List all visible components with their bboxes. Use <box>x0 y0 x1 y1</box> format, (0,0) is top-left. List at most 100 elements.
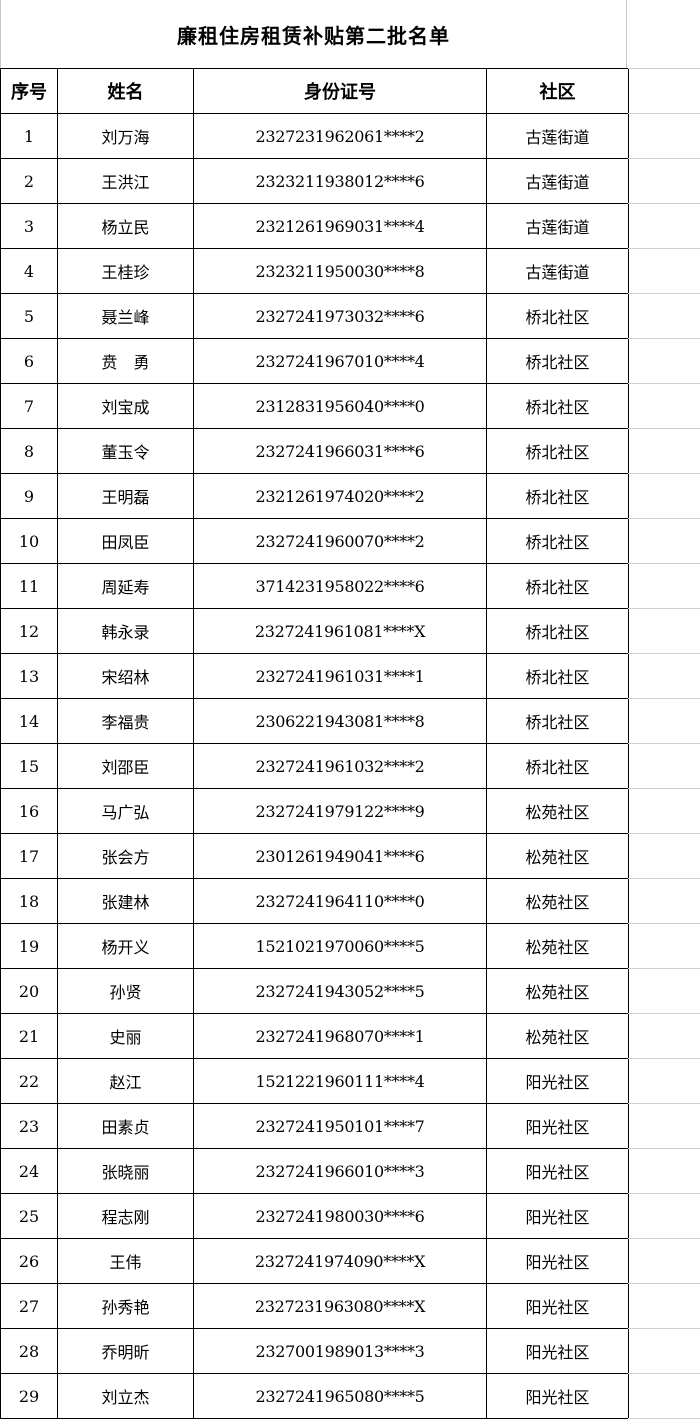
cell-id-number[interactable]: 1521221960111****4 <box>193 1058 487 1104</box>
cell-index[interactable]: 24 <box>0 1148 58 1194</box>
cell-id-number[interactable]: 2327241967010****4 <box>193 338 487 384</box>
cell-id-number[interactable]: 2327241965080****5 <box>193 1373 487 1419</box>
cell-name[interactable]: 史丽 <box>57 1013 194 1059</box>
cell-index[interactable]: 15 <box>0 743 58 789</box>
cell-name[interactable]: 王桂珍 <box>57 248 194 294</box>
cell-index[interactable]: 4 <box>0 248 58 294</box>
cell-id-number[interactable]: 2301261949041****6 <box>193 833 487 879</box>
cell-community[interactable]: 桥北社区 <box>486 428 629 474</box>
cell-name[interactable]: 张晓丽 <box>57 1148 194 1194</box>
cell-name[interactable]: 王明磊 <box>57 473 194 519</box>
cell-community[interactable]: 古莲街道 <box>486 158 629 204</box>
cell-community[interactable]: 桥北社区 <box>486 518 629 564</box>
cell-index[interactable]: 8 <box>0 428 58 474</box>
cell-index[interactable]: 20 <box>0 968 58 1014</box>
cell-id-number[interactable]: 2306221943081****8 <box>193 698 487 744</box>
cell-name[interactable]: 马广弘 <box>57 788 194 834</box>
cell-community[interactable]: 桥北社区 <box>486 698 629 744</box>
cell-community[interactable]: 松苑社区 <box>486 788 629 834</box>
cell-community[interactable]: 松苑社区 <box>486 833 629 879</box>
cell-name[interactable]: 贲 勇 <box>57 338 194 384</box>
cell-name[interactable]: 孙贤 <box>57 968 194 1014</box>
cell-community[interactable]: 松苑社区 <box>486 923 629 969</box>
cell-name[interactable]: 孙秀艳 <box>57 1283 194 1329</box>
cell-index[interactable]: 19 <box>0 923 58 969</box>
cell-id-number[interactable]: 2327241943052****5 <box>193 968 487 1014</box>
cell-community[interactable]: 古莲街道 <box>486 203 629 249</box>
cell-id-number[interactable]: 2321261969031****4 <box>193 203 487 249</box>
cell-index[interactable]: 22 <box>0 1058 58 1104</box>
cell-name[interactable]: 杨立民 <box>57 203 194 249</box>
cell-name[interactable]: 刘邵臣 <box>57 743 194 789</box>
cell-index[interactable]: 27 <box>0 1283 58 1329</box>
cell-index[interactable]: 17 <box>0 833 58 879</box>
cell-community[interactable]: 桥北社区 <box>486 653 629 699</box>
cell-id-number[interactable]: 2327241980030****6 <box>193 1193 487 1239</box>
cell-index[interactable]: 10 <box>0 518 58 564</box>
cell-name[interactable]: 李福贵 <box>57 698 194 744</box>
cell-index[interactable]: 1 <box>0 113 58 159</box>
cell-name[interactable]: 张建林 <box>57 878 194 924</box>
cell-community[interactable]: 古莲街道 <box>486 113 629 159</box>
cell-community[interactable]: 阳光社区 <box>486 1283 629 1329</box>
cell-id-number[interactable]: 2327241961031****1 <box>193 653 487 699</box>
cell-id-number[interactable]: 2327241950101****7 <box>193 1103 487 1149</box>
cell-name[interactable]: 张会方 <box>57 833 194 879</box>
cell-community[interactable]: 阳光社区 <box>486 1373 629 1419</box>
cell-index[interactable]: 23 <box>0 1103 58 1149</box>
cell-name[interactable]: 宋绍林 <box>57 653 194 699</box>
cell-name[interactable]: 乔明昕 <box>57 1328 194 1374</box>
cell-community[interactable]: 阳光社区 <box>486 1193 629 1239</box>
cell-id-number[interactable]: 2327001989013****3 <box>193 1328 487 1374</box>
cell-id-number[interactable]: 2323211938012****6 <box>193 158 487 204</box>
header-index[interactable]: 序号 <box>0 68 58 114</box>
cell-name[interactable]: 赵江 <box>57 1058 194 1104</box>
cell-name[interactable]: 田素贞 <box>57 1103 194 1149</box>
cell-id-number[interactable]: 2327241968070****1 <box>193 1013 487 1059</box>
cell-name[interactable]: 王伟 <box>57 1238 194 1284</box>
cell-index[interactable]: 11 <box>0 563 58 609</box>
cell-name[interactable]: 程志刚 <box>57 1193 194 1239</box>
cell-index[interactable]: 21 <box>0 1013 58 1059</box>
cell-index[interactable]: 14 <box>0 698 58 744</box>
cell-index[interactable]: 29 <box>0 1373 58 1419</box>
header-community[interactable]: 社区 <box>486 68 629 114</box>
cell-name[interactable]: 王洪江 <box>57 158 194 204</box>
cell-index[interactable]: 12 <box>0 608 58 654</box>
header-id-number[interactable]: 身份证号 <box>193 68 487 114</box>
cell-name[interactable]: 田凤臣 <box>57 518 194 564</box>
cell-community[interactable]: 阳光社区 <box>486 1103 629 1149</box>
cell-community[interactable]: 阳光社区 <box>486 1328 629 1374</box>
cell-name[interactable]: 周延寿 <box>57 563 194 609</box>
cell-index[interactable]: 28 <box>0 1328 58 1374</box>
cell-name[interactable]: 刘立杰 <box>57 1373 194 1419</box>
cell-community[interactable]: 阳光社区 <box>486 1148 629 1194</box>
cell-community[interactable]: 阳光社区 <box>486 1238 629 1284</box>
cell-index[interactable]: 13 <box>0 653 58 699</box>
cell-name[interactable]: 董玉令 <box>57 428 194 474</box>
cell-id-number[interactable]: 2327241974090****X <box>193 1238 487 1284</box>
cell-name[interactable]: 聂兰峰 <box>57 293 194 339</box>
cell-index[interactable]: 2 <box>0 158 58 204</box>
cell-index[interactable]: 18 <box>0 878 58 924</box>
cell-id-number[interactable]: 2327241964110****0 <box>193 878 487 924</box>
cell-index[interactable]: 16 <box>0 788 58 834</box>
cell-index[interactable]: 5 <box>0 293 58 339</box>
cell-index[interactable]: 3 <box>0 203 58 249</box>
cell-community[interactable]: 桥北社区 <box>486 383 629 429</box>
cell-index[interactable]: 25 <box>0 1193 58 1239</box>
header-name[interactable]: 姓名 <box>57 68 194 114</box>
cell-name[interactable]: 杨开义 <box>57 923 194 969</box>
cell-id-number[interactable]: 1521021970060****5 <box>193 923 487 969</box>
cell-id-number[interactable]: 2321261974020****2 <box>193 473 487 519</box>
cell-index[interactable]: 9 <box>0 473 58 519</box>
title-cell[interactable]: 廉租住房租赁补贴第二批名单 <box>0 0 627 68</box>
cell-community[interactable]: 松苑社区 <box>486 878 629 924</box>
cell-id-number[interactable]: 2327241960070****2 <box>193 518 487 564</box>
cell-community[interactable]: 松苑社区 <box>486 1013 629 1059</box>
cell-community[interactable]: 古莲街道 <box>486 248 629 294</box>
cell-id-number[interactable]: 2327241973032****6 <box>193 293 487 339</box>
cell-index[interactable]: 6 <box>0 338 58 384</box>
cell-id-number[interactable]: 2312831956040****0 <box>193 383 487 429</box>
cell-id-number[interactable]: 2323211950030****8 <box>193 248 487 294</box>
